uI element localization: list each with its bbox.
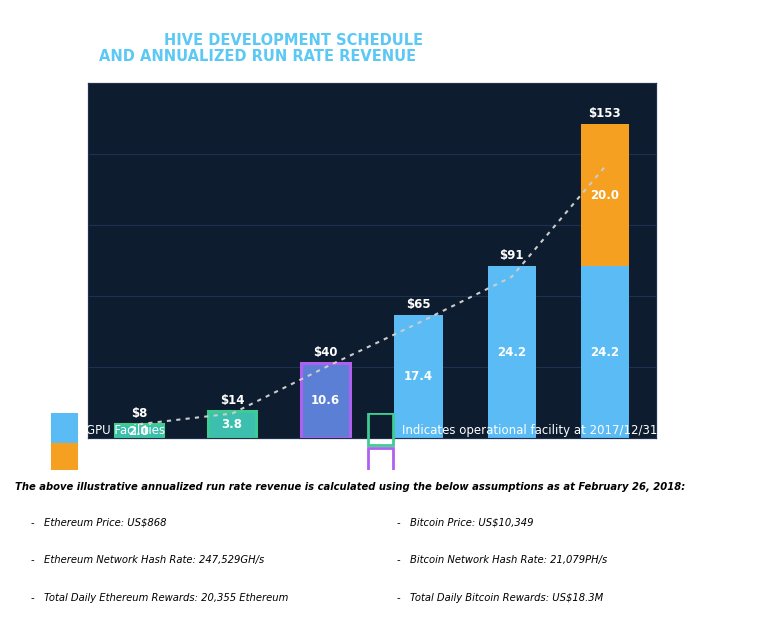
Text: -   Bitcoin Network Hash Rate: 21,079PH/s: - Bitcoin Network Hash Rate: 21,079PH/s <box>397 555 607 565</box>
Text: ASIC Facilities: ASIC Facilities <box>86 454 167 468</box>
Bar <box>301 363 349 438</box>
Bar <box>394 315 443 438</box>
Text: -   Bitcoin Price: US$10,349: - Bitcoin Price: US$10,349 <box>397 518 533 528</box>
Text: Indicates facility became operational
subsequent to 2017/12/31: Indicates facility became operational su… <box>402 451 621 479</box>
Text: $40: $40 <box>313 346 337 359</box>
Text: GPU Facilities: GPU Facilities <box>86 424 165 436</box>
Text: 20.0: 20.0 <box>591 189 620 202</box>
Y-axis label: Cumulative Consumption (MW): Cumulative Consumption (MW) <box>46 168 59 353</box>
Text: -   Ethereum Price: US$868: - Ethereum Price: US$868 <box>31 518 166 528</box>
Text: $65: $65 <box>406 298 431 310</box>
Text: $8: $8 <box>130 407 147 420</box>
Bar <box>581 124 629 266</box>
Text: The above illustrative annualized run rate revenue is calculated using the below: The above illustrative annualized run ra… <box>15 483 685 492</box>
Text: AND ANNUALIZED RUN RATE REVENUE: AND ANNUALIZED RUN RATE REVENUE <box>99 49 417 64</box>
Bar <box>208 412 256 438</box>
Text: FIGURE 1:: FIGURE 1: <box>99 33 192 48</box>
Text: $91: $91 <box>500 249 524 262</box>
Text: 10.6: 10.6 <box>311 394 340 407</box>
Text: $153: $153 <box>588 107 621 120</box>
Text: $14: $14 <box>220 394 244 407</box>
Text: HIVE DEVELOPMENT SCHEDULE: HIVE DEVELOPMENT SCHEDULE <box>164 33 423 48</box>
Text: 24.2: 24.2 <box>497 346 526 359</box>
Bar <box>488 266 536 438</box>
FancyBboxPatch shape <box>52 444 77 476</box>
FancyBboxPatch shape <box>52 413 77 445</box>
Text: -   Total Daily Ethereum Rewards: 20,355 Ethereum: - Total Daily Ethereum Rewards: 20,355 E… <box>31 593 288 602</box>
Text: -   Total Daily Bitcoin Rewards: US$18.3M: - Total Daily Bitcoin Rewards: US$18.3M <box>397 593 603 602</box>
Text: 17.4: 17.4 <box>404 370 433 383</box>
Bar <box>114 424 163 438</box>
Y-axis label: Annualized Run Rate Revenue (US$M): Annualized Run Rate Revenue (US$M) <box>694 148 707 373</box>
Text: Annualized Run Rate Revenue: Annualized Run Rate Revenue <box>86 451 264 464</box>
Text: 24.2: 24.2 <box>591 346 620 359</box>
Bar <box>581 266 629 438</box>
Text: Indicates operational facility at 2017/12/31: Indicates operational facility at 2017/1… <box>402 424 657 436</box>
Text: 2.0: 2.0 <box>128 425 150 438</box>
Text: -   Ethereum Network Hash Rate: 247,529GH/s: - Ethereum Network Hash Rate: 247,529GH/… <box>31 555 264 565</box>
Text: 3.8: 3.8 <box>222 419 243 431</box>
